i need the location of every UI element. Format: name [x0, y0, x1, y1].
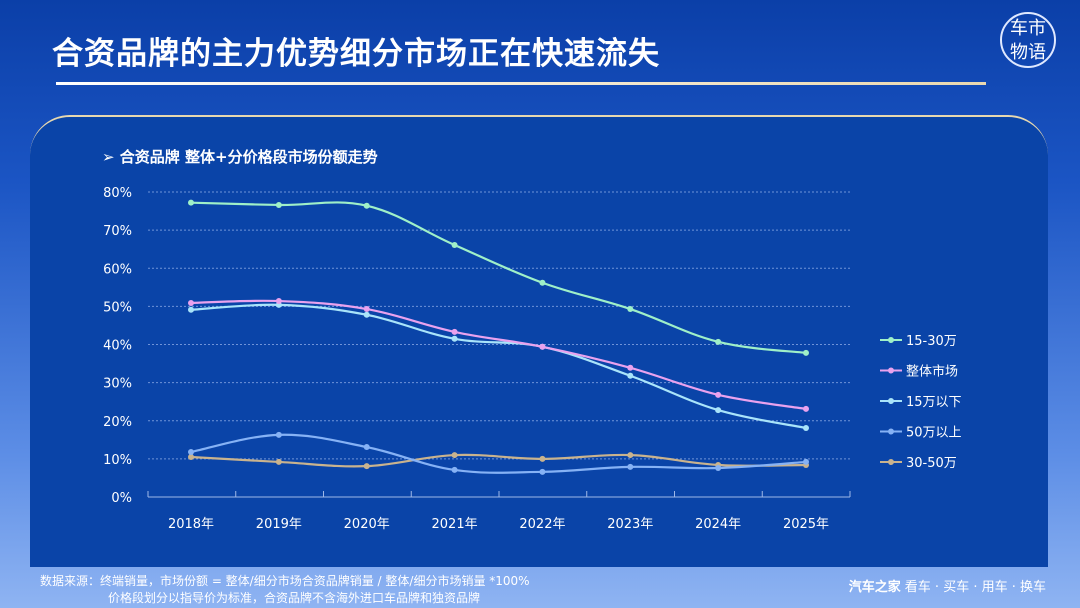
data-point: [803, 424, 809, 431]
chart-panel: [30, 115, 1048, 567]
data-point: [451, 466, 458, 473]
data-point: [803, 349, 809, 356]
data-point: [627, 364, 634, 371]
data-point: [363, 306, 370, 313]
y-tick-label: 40%: [103, 339, 132, 354]
y-tick-label: 50%: [103, 300, 132, 315]
data-point: [539, 468, 546, 475]
data-point: [715, 465, 722, 472]
legend-label: 50万以上: [906, 426, 962, 441]
data-point: [275, 431, 282, 438]
data-point: [539, 455, 546, 462]
legend-label: 30-50万: [906, 456, 957, 471]
data-point: [627, 372, 634, 379]
data-point: [803, 405, 809, 412]
y-tick-label: 0%: [111, 491, 132, 506]
series-line: [190, 433, 807, 474]
data-point: [803, 458, 809, 465]
legend-label: 15-30万: [906, 334, 957, 349]
data-point: [188, 453, 194, 460]
x-tick-label: 2025年: [783, 517, 829, 532]
data-point: [451, 328, 458, 335]
data-point: [539, 343, 546, 350]
series-line: [190, 453, 807, 468]
y-tick-label: 70%: [103, 224, 132, 239]
data-point: [188, 449, 194, 456]
logo: 车市 物语: [1000, 12, 1056, 68]
data-point: [363, 311, 370, 318]
data-point: [188, 299, 194, 306]
series-line: [190, 303, 807, 430]
data-point: [188, 306, 194, 313]
legend-label: 整体市场: [906, 364, 958, 380]
data-point: [363, 444, 370, 451]
y-tick-label: 80%: [103, 186, 132, 201]
data-point: [363, 202, 370, 209]
y-tick-label: 30%: [103, 377, 132, 392]
brand: 汽车之家 看车 · 买车 · 用车 · 换车: [849, 576, 1046, 595]
legend-label: 15万以下: [906, 395, 962, 410]
x-tick-label: 2021年: [432, 517, 478, 532]
data-point: [275, 458, 282, 465]
brand-name: 汽车之家: [848, 580, 901, 595]
x-tick-label: 2023年: [607, 517, 653, 532]
data-point: [451, 335, 458, 342]
brand-slogan: 看车 · 买车 · 用车 · 换车: [904, 580, 1046, 595]
legend-marker: [888, 398, 894, 404]
series-line: [190, 299, 807, 411]
legend-marker: [888, 337, 894, 343]
data-point: [275, 298, 282, 305]
data-point: [275, 201, 282, 208]
footnote-source: 数据来源：终端销量，市场份额 = 整体/细分市场合资品牌销量 / 整体/细分市场…: [40, 574, 530, 588]
x-tick-label: 2022年: [519, 517, 565, 532]
data-point: [715, 338, 722, 345]
series-line: [190, 201, 807, 354]
data-point: [539, 279, 546, 286]
y-tick-label: 10%: [103, 453, 132, 468]
data-point: [715, 391, 722, 398]
page-title: 合资品牌的主力优势细分市场正在快速流失: [52, 36, 660, 72]
legend-marker: [888, 428, 894, 435]
y-tick-label: 20%: [103, 415, 132, 430]
data-point: [363, 463, 370, 470]
data-point: [451, 452, 458, 459]
data-point: [715, 407, 722, 414]
x-tick-label: 2020年: [344, 517, 390, 532]
data-point: [188, 199, 194, 206]
data-point: [627, 306, 634, 313]
x-tick-label: 2018年: [168, 517, 214, 532]
y-tick-label: 60%: [103, 262, 132, 277]
chart-title: ➢ 合资品牌 整体+分价格段市场份额走势: [102, 148, 378, 166]
data-point: [451, 241, 458, 248]
x-tick-label: 2019年: [256, 517, 302, 532]
data-point: [627, 463, 634, 470]
title-underline: [56, 82, 986, 85]
x-tick-label: 2024年: [695, 517, 741, 532]
legend-marker: [888, 459, 894, 465]
footnote-definition: 价格段划分以指导价为标准，合资品牌不含海外进口车品牌和独资品牌: [108, 591, 481, 605]
legend-marker: [888, 367, 894, 374]
data-point: [627, 452, 634, 459]
